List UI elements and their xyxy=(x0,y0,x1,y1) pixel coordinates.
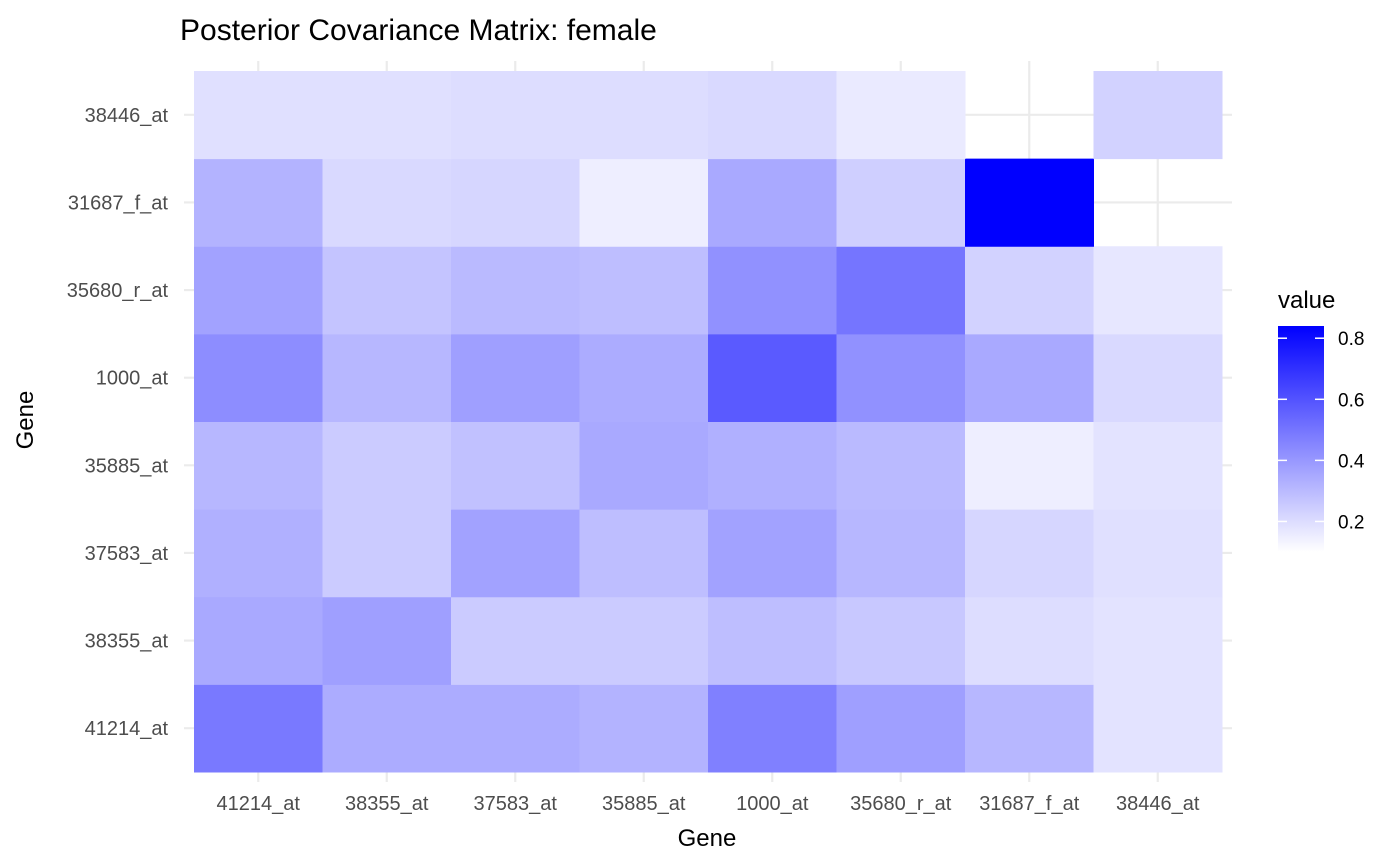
heatmap-cell xyxy=(451,246,580,335)
heatmap-cell xyxy=(965,421,1094,510)
heatmap-cell xyxy=(194,509,323,598)
heatmap-cell xyxy=(1093,71,1223,160)
heatmap-cell xyxy=(708,509,837,598)
color-legend: value 0.2 0.4 0.6 0.8 xyxy=(1278,287,1365,552)
heatmap-cell xyxy=(1093,333,1223,422)
y-tick-label: 37583_at xyxy=(85,543,169,565)
heatmap-cell xyxy=(836,509,966,598)
heatmap-cell xyxy=(1093,684,1223,773)
legend-tick-label: 0.2 xyxy=(1338,512,1364,533)
x-tick-label: 35680_r_at xyxy=(850,793,952,815)
heatmap-cell xyxy=(579,421,709,510)
heatmap-cell xyxy=(579,71,709,160)
heatmap-cell xyxy=(965,684,1094,773)
heatmap-cell xyxy=(451,71,580,160)
x-tick-label: 38355_at xyxy=(345,793,429,815)
heatmap-cell xyxy=(194,421,323,510)
heatmap-cell xyxy=(965,509,1094,598)
heatmap-cell xyxy=(1093,421,1223,510)
y-tick-label: 41214_at xyxy=(85,718,169,740)
heatmap-cell xyxy=(322,509,452,598)
heatmap-cell xyxy=(965,158,1094,247)
heatmap-cell xyxy=(579,333,709,422)
x-tick-label: 37583_at xyxy=(474,793,558,815)
heatmap-cell xyxy=(579,158,709,247)
heatmap-cell xyxy=(451,509,580,598)
heatmap-cell xyxy=(836,158,966,247)
x-tick-label: 38446_at xyxy=(1116,793,1200,815)
legend-tick-label: 0.4 xyxy=(1338,451,1365,472)
heatmap-cell xyxy=(836,596,966,685)
heatmap-cell xyxy=(836,246,966,335)
heatmap-cell xyxy=(1093,246,1223,335)
heatmap-cell xyxy=(836,684,966,773)
heatmap-cell xyxy=(194,684,323,773)
heatmap-cell xyxy=(579,246,709,335)
cells-layer xyxy=(194,71,1223,773)
heatmap-cell xyxy=(322,333,452,422)
x-tick-label: 31687_f_at xyxy=(979,793,1080,815)
heatmap-cell xyxy=(579,684,709,773)
heatmap-cell xyxy=(836,421,966,510)
heatmap-cell xyxy=(579,596,709,685)
y-tick-label: 1000_at xyxy=(96,368,169,390)
heatmap-cell xyxy=(708,158,837,247)
heatmap-cell xyxy=(194,71,323,160)
heatmap-cell xyxy=(708,684,837,773)
heatmap-cell xyxy=(836,71,966,160)
heatmap-cell xyxy=(194,596,323,685)
heatmap-cell xyxy=(965,246,1094,335)
legend-color-bar xyxy=(1278,326,1324,552)
heatmap-cell xyxy=(836,333,966,422)
heatmap-cell xyxy=(322,421,452,510)
y-tick-label: 35885_at xyxy=(85,455,169,477)
heatmap-cell xyxy=(451,158,580,247)
heatmap-cell xyxy=(322,71,452,160)
heatmap-cell xyxy=(1093,596,1223,685)
heatmap-cell xyxy=(965,333,1094,422)
chart-title: Posterior Covariance Matrix: female xyxy=(180,14,657,47)
heatmap-cell xyxy=(708,71,837,160)
heatmap-cell xyxy=(708,333,837,422)
x-tick-label: 1000_at xyxy=(736,793,809,815)
heatmap-cell xyxy=(322,158,452,247)
y-tick-label: 38355_at xyxy=(85,631,169,653)
x-tick-label: 35885_at xyxy=(602,793,686,815)
heatmap-cell xyxy=(708,246,837,335)
heatmap-cell xyxy=(194,246,323,335)
heatmap-cell xyxy=(322,596,452,685)
x-tick-labels: 41214_at 38355_at 37583_at 35885_at 1000_at 3… xyxy=(217,793,1200,815)
heatmap-cell xyxy=(451,596,580,685)
y-tick-label: 38446_at xyxy=(85,105,169,127)
x-axis-title: Gene xyxy=(678,825,737,852)
heatmap-cell xyxy=(708,421,837,510)
heatmap-cell xyxy=(451,684,580,773)
heatmap-cell xyxy=(965,596,1094,685)
y-tick-label: 31687_f_at xyxy=(68,192,169,214)
legend-tick-label: 0.8 xyxy=(1338,329,1364,350)
y-tick-labels: 41214_at 38355_at 37583_at 35885_at 1000_at 3… xyxy=(67,105,169,740)
heatmap-cell xyxy=(451,421,580,510)
heatmap-cell xyxy=(708,596,837,685)
legend-ticks: 0.2 0.4 0.6 0.8 xyxy=(1278,329,1365,533)
heatmap-cell xyxy=(194,333,323,422)
legend-tick-label: 0.6 xyxy=(1338,390,1364,411)
x-tick-label: 41214_at xyxy=(217,793,301,815)
heatmap-cell xyxy=(322,246,452,335)
heatmap-cell xyxy=(322,684,452,773)
y-tick-label: 35680_r_at xyxy=(67,280,169,302)
heatmap-cell xyxy=(579,509,709,598)
legend-title: value xyxy=(1278,287,1335,314)
y-axis-title: Gene xyxy=(12,391,39,450)
heatmap-cell xyxy=(194,158,323,247)
heatmap-cell xyxy=(451,333,580,422)
heatmap-cell xyxy=(1093,509,1223,598)
